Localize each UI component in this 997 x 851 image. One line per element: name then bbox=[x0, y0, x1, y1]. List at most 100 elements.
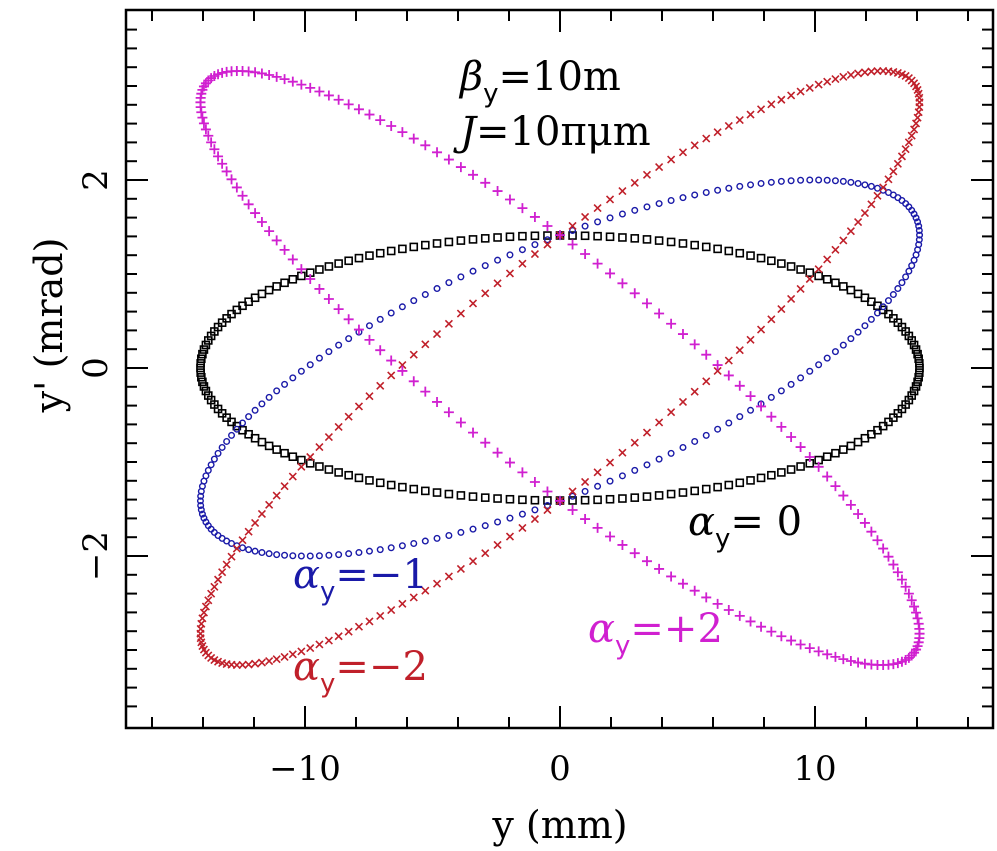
data-point-ap2 bbox=[689, 339, 700, 350]
data-point-am1 bbox=[457, 273, 465, 281]
data-point-am2 bbox=[746, 335, 755, 344]
data-point-ap2 bbox=[333, 304, 344, 315]
data-point-am1 bbox=[281, 380, 289, 388]
data-point-a0 bbox=[344, 470, 353, 480]
data-point-am1 bbox=[398, 542, 406, 550]
data-point-ap2 bbox=[911, 607, 922, 618]
label-alpha-minus2: αy=−2 bbox=[293, 644, 428, 699]
data-point-am1 bbox=[469, 525, 477, 533]
data-point-am1 bbox=[823, 354, 831, 362]
data-point-am2 bbox=[387, 371, 396, 380]
data-point-ap2 bbox=[420, 386, 431, 397]
data-point-am1 bbox=[839, 341, 847, 349]
data-point-am1 bbox=[667, 196, 675, 204]
data-point-am2 bbox=[756, 325, 766, 334]
data-point-a0 bbox=[199, 345, 209, 354]
data-point-am1 bbox=[410, 297, 418, 305]
data-point-am1 bbox=[655, 455, 663, 463]
data-point-am2 bbox=[421, 586, 430, 595]
data-point-am1 bbox=[387, 544, 395, 552]
data-point-am2 bbox=[777, 95, 786, 104]
data-point-ap2 bbox=[804, 452, 815, 462]
data-point-ap2 bbox=[712, 360, 723, 371]
data-point-a0 bbox=[796, 265, 805, 274]
data-point-am2 bbox=[257, 509, 266, 519]
data-point-a0 bbox=[593, 231, 602, 241]
data-point-am1 bbox=[873, 309, 881, 317]
data-point-a0 bbox=[375, 478, 385, 488]
data-point-am2 bbox=[432, 329, 442, 339]
data-point-a0 bbox=[354, 253, 364, 263]
data-point-am1 bbox=[787, 380, 795, 388]
data-point-am2 bbox=[913, 113, 922, 122]
data-point-am2 bbox=[398, 599, 407, 608]
data-point-a0 bbox=[409, 242, 419, 252]
y-tick-label-neg2: −2 bbox=[76, 531, 116, 581]
data-point-ap2 bbox=[364, 109, 375, 120]
data-point-a0 bbox=[630, 493, 640, 502]
data-point-am1 bbox=[281, 551, 289, 559]
data-point-am2 bbox=[387, 605, 396, 615]
data-point-ap2 bbox=[213, 151, 224, 162]
data-point-a0 bbox=[777, 468, 786, 477]
data-point-a0 bbox=[197, 372, 206, 382]
data-point-ap2 bbox=[256, 68, 267, 79]
data-point-ap2 bbox=[197, 112, 208, 123]
data-point-a0 bbox=[642, 492, 652, 501]
data-point-ap2 bbox=[909, 601, 920, 612]
data-point-am2 bbox=[354, 402, 364, 411]
data-point-a0 bbox=[386, 480, 396, 490]
data-point-am1 bbox=[376, 315, 384, 323]
data-point-a0 bbox=[654, 236, 664, 245]
data-point-am2 bbox=[581, 212, 590, 222]
data-point-a0 bbox=[713, 244, 722, 254]
series-layer bbox=[195, 65, 925, 671]
data-point-am1 bbox=[879, 303, 887, 311]
data-point-am1 bbox=[714, 425, 722, 433]
data-point-am2 bbox=[915, 93, 924, 102]
data-point-a0 bbox=[853, 437, 863, 447]
data-point-am1 bbox=[543, 236, 551, 244]
alpha-0-symbol: α bbox=[688, 499, 715, 545]
data-point-a0 bbox=[334, 468, 343, 477]
data-point-am1 bbox=[228, 431, 236, 439]
data-point-a0 bbox=[909, 386, 919, 396]
data-point-a0 bbox=[201, 386, 211, 396]
data-point-ap2 bbox=[279, 74, 290, 85]
data-point-a0 bbox=[914, 354, 923, 364]
data-point-ap2 bbox=[375, 115, 386, 126]
data-point-am1 bbox=[916, 231, 924, 239]
data-point-am2 bbox=[257, 658, 266, 667]
data-point-am1 bbox=[631, 206, 639, 214]
data-point-ap2 bbox=[542, 486, 553, 497]
data-point-am1 bbox=[714, 186, 722, 194]
data-point-ap2 bbox=[279, 244, 290, 255]
data-point-am1 bbox=[214, 532, 222, 540]
data-point-a0 bbox=[767, 256, 776, 266]
data-point-a0 bbox=[786, 465, 796, 474]
data-point-am2 bbox=[805, 83, 814, 92]
data-point-am1 bbox=[223, 437, 231, 445]
data-point-am1 bbox=[306, 552, 314, 560]
data-point-ap2 bbox=[641, 298, 652, 309]
data-point-am1 bbox=[915, 222, 923, 230]
data-point-am2 bbox=[530, 514, 539, 524]
data-point-am2 bbox=[543, 505, 552, 515]
data-point-am2 bbox=[244, 527, 253, 536]
data-point-am1 bbox=[506, 514, 514, 522]
data-point-am1 bbox=[725, 184, 733, 192]
data-point-ap2 bbox=[375, 345, 386, 356]
data-point-am2 bbox=[860, 209, 869, 218]
alpha-plus2-subscript: y bbox=[615, 631, 630, 661]
label-alpha-plus2: αy=+2 bbox=[588, 606, 723, 661]
data-point-am1 bbox=[376, 546, 384, 554]
data-point-am1 bbox=[265, 550, 273, 558]
data-point-a0 bbox=[272, 282, 281, 291]
data-point-ap2 bbox=[443, 154, 454, 165]
data-point-a0 bbox=[805, 268, 815, 277]
data-point-a0 bbox=[324, 465, 334, 474]
data-point-am2 bbox=[724, 121, 733, 131]
series-a0 bbox=[196, 231, 924, 505]
data-point-ap2 bbox=[896, 574, 907, 585]
data-point-am2 bbox=[831, 75, 840, 84]
